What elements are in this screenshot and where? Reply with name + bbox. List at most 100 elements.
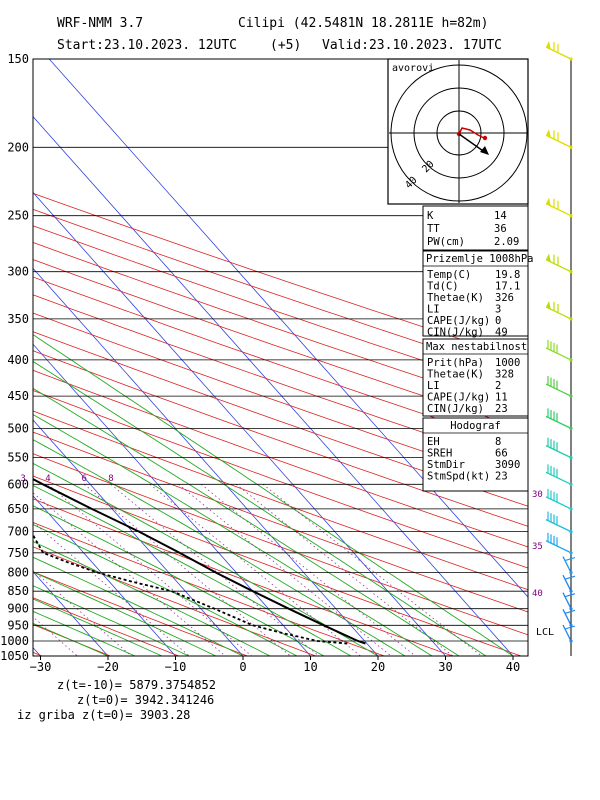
pressure-tick-label: 650 [7, 502, 29, 516]
panel-row-label: StmDir [427, 459, 465, 471]
wind-speed-label: 30 [532, 490, 543, 500]
temperature-tick-label: −10 [165, 660, 187, 674]
panel-row-label: Prit(hPa) [427, 357, 484, 369]
mixing-ratio-line [33, 492, 226, 656]
wind-barb [562, 574, 576, 593]
barb-staff [562, 609, 572, 626]
panel-row-label: Td(C) [427, 281, 459, 293]
barb-dot [569, 482, 573, 486]
moist-adiabat [33, 541, 271, 656]
panel-row-value: 2 [495, 380, 501, 392]
panel-row-label: LI [427, 304, 440, 316]
barb-feather [564, 593, 576, 598]
barb-staff [562, 556, 572, 573]
barb-dot [569, 57, 573, 61]
panel-title: Hodograf [450, 420, 501, 432]
barb-staff [545, 496, 572, 510]
footer-z-minus10: z(t=-10)= 5879.3754852 [57, 678, 216, 692]
dry-adiabat [33, 571, 248, 656]
moist-adiabat [33, 556, 244, 656]
pressure-tick-label: 550 [7, 451, 29, 465]
hodograph-point [482, 135, 488, 141]
mixing-ratio-line [262, 483, 482, 656]
mixing-ratio-labels: 0.5123468 [20, 474, 113, 484]
dry-adiabat [33, 521, 385, 656]
isotherm [33, 495, 176, 656]
barb-dot [569, 394, 573, 398]
model-title: WRF-NMM 3.7 [57, 16, 143, 31]
max-instability-panel: Max nestabilnost Prit(hPa) 1000 Thetae(K) 32… [422, 338, 529, 417]
panel-row-value: 1000 [495, 357, 520, 369]
k-value: 14 [494, 210, 507, 222]
isotherm [33, 191, 446, 656]
panel-row-value: 23 [495, 403, 508, 415]
barb-dot [569, 623, 573, 627]
barb-feather [564, 557, 576, 562]
pressure-tick-label: 450 [7, 389, 29, 403]
moist-adiabat [33, 523, 298, 656]
pressure-tick-label: 500 [7, 421, 29, 435]
barb-flag [546, 300, 551, 310]
pressure-tick-label: 950 [7, 618, 29, 632]
wind-barb [545, 376, 573, 398]
wind-barb [545, 511, 573, 534]
barb-flag [546, 197, 551, 207]
pressure-tick-label: 300 [7, 265, 29, 279]
panel-row-value: 17.1 [495, 281, 520, 293]
moist-adiabat [33, 413, 433, 656]
barb-staff [545, 540, 572, 554]
hodograf-panel: Hodograf EH 8 SREH 66 StmDir 3090 StmSpd(kt) 23 [422, 417, 529, 492]
pressure-tick-label: 350 [7, 312, 29, 326]
panel-row-value: 326 [495, 292, 514, 304]
dry-adiabat [33, 546, 316, 656]
panel-row-label: CIN(J/kg) [427, 403, 484, 415]
barb-dot [569, 145, 573, 149]
barb-staff [562, 574, 572, 592]
panel-row-value: 19.8 [495, 269, 520, 281]
indices-frame [422, 205, 529, 251]
panel-row-value: 23 [495, 471, 508, 483]
pressure-tick-label: 600 [7, 477, 29, 491]
panel-row-label: Thetae(K) [427, 292, 484, 304]
barb-dot [569, 426, 573, 430]
isotherm [33, 419, 244, 656]
storm-motion-arrowhead [480, 146, 489, 155]
wind-barb [545, 129, 573, 149]
wind-speed-label: 40 [532, 589, 543, 599]
mixing-ratio-line [110, 483, 320, 656]
barb-flag [546, 41, 551, 50]
moist-adiabat [33, 505, 325, 656]
panel-row-label: CIN(J/kg) [427, 327, 484, 339]
moist-adiabat [33, 387, 460, 656]
wind-barb [562, 624, 576, 643]
temperature-tick-label: −20 [97, 660, 119, 674]
wind-barbs: 30 35 40 LCL [532, 41, 576, 656]
barb-dot [569, 589, 573, 593]
panel-title: Max nestabilnost [426, 341, 527, 353]
wind-barb [545, 464, 573, 486]
barb-feather [564, 575, 576, 580]
isotherm [48, 59, 528, 598]
barb-dot [569, 570, 573, 575]
barb-dot [569, 639, 573, 643]
wind-barb [545, 197, 573, 218]
storm-motion-vector [458, 133, 487, 154]
mixing-ratio-label: 3 [20, 474, 25, 484]
isotherm [33, 343, 311, 656]
panel-frame [422, 250, 529, 337]
barb-dot [569, 317, 573, 321]
mixing-ratio-line [33, 569, 132, 656]
wind-barb [545, 300, 573, 321]
surface-panel: Prizemlje 1008hPa Temp(C) 19.8 Td(C) 17.1 The… [422, 250, 533, 339]
temperature-tick-label: 20 [371, 660, 385, 674]
barb-staff [545, 471, 572, 485]
pressure-tick-label: 400 [7, 353, 29, 367]
wind-barb [562, 556, 576, 575]
pressure-tick-label: 850 [7, 584, 29, 598]
mixing-ratio-label: 6 [82, 474, 87, 484]
wind-barb [545, 532, 573, 555]
moist-adiabat [33, 462, 379, 656]
temperature-tick-label: 30 [438, 660, 452, 674]
hodograph-title: avorovi [392, 63, 434, 74]
